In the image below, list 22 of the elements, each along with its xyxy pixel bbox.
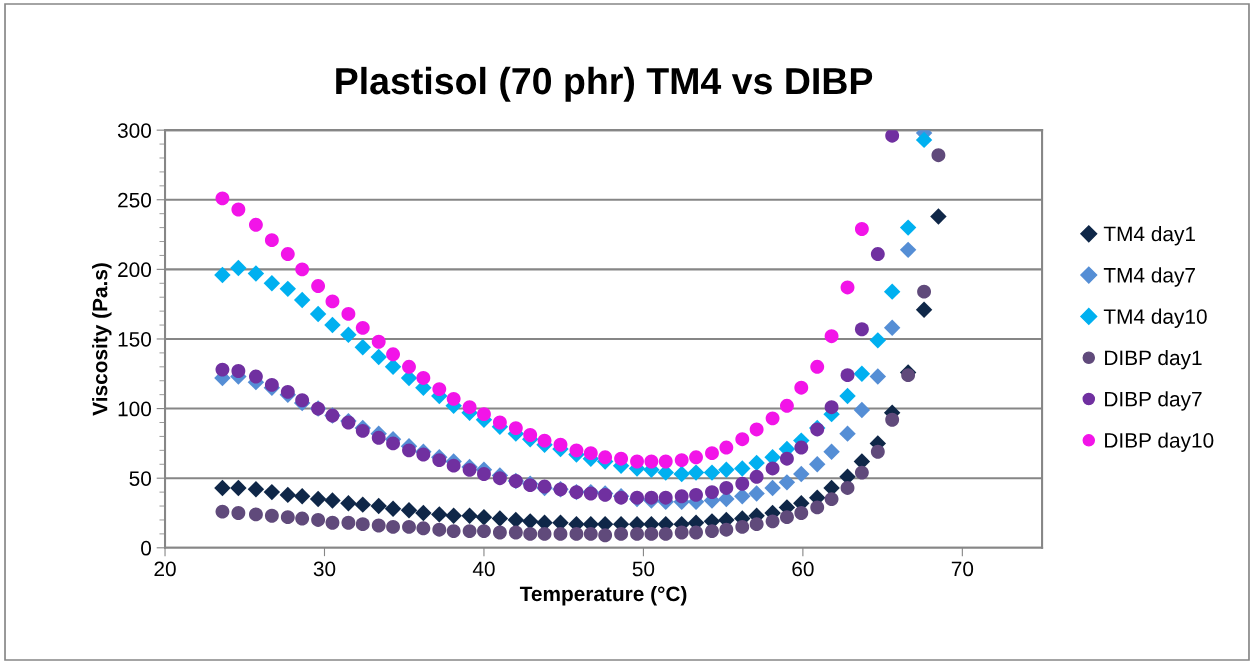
legend-label: DIBP day10 xyxy=(1105,432,1214,452)
legend-label: TM4 day7 xyxy=(1103,267,1195,287)
y-tick-label: 150 xyxy=(118,331,152,347)
y-tick-label: 300 xyxy=(117,123,152,138)
x-tick-label: 60 xyxy=(792,561,814,577)
y-tick-label: 200 xyxy=(118,262,152,278)
y-tick-label: 0 xyxy=(141,540,152,556)
y-tick-label: 250 xyxy=(118,192,152,208)
x-tick-label: 40 xyxy=(472,561,495,577)
y-tick-label: 50 xyxy=(129,471,152,486)
x-tick-label: 50 xyxy=(632,561,655,577)
x-tick-label: 30 xyxy=(313,561,336,577)
legend-label: TM4 day1 xyxy=(1103,226,1195,246)
y-axis-title: Viscosity (Pa.s) xyxy=(92,263,112,416)
x-axis-title: Temperature (°C) xyxy=(519,585,687,606)
x-tick-label: 20 xyxy=(154,561,176,577)
chart-title: Plastisol (70 phr) TM4 vs DIBP xyxy=(336,66,873,102)
legend-label: TM4 day10 xyxy=(1103,308,1207,329)
legend-label: DIBP day1 xyxy=(1105,349,1202,370)
x-tick-label: 70 xyxy=(951,561,974,577)
y-tick-label: 100 xyxy=(118,401,152,417)
legend-label: DIBP day7 xyxy=(1105,391,1202,411)
